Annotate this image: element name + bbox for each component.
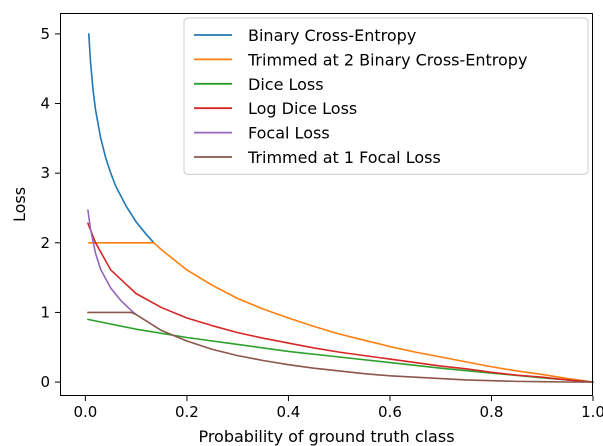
x-axis-label: Probability of ground truth class (198, 427, 454, 446)
legend-label: Trimmed at 1 Focal Loss (247, 148, 441, 167)
legend-label: Binary Cross-Entropy (248, 26, 416, 45)
y-tick-label: 5 (40, 25, 50, 43)
legend-label: Log Dice Loss (248, 99, 357, 118)
x-tick-label: 0.2 (175, 403, 199, 421)
series-line-trimmed-at-1-focal-loss (87, 311, 594, 383)
x-axis-ticks: 0.0 0.2 0.4 0.6 0.8 1.0 (73, 396, 603, 421)
legend: Binary Cross-Entropy Trimmed at 2 Binary … (183, 17, 589, 175)
y-axis-ticks: 0 1 2 3 4 5 (40, 25, 60, 391)
series-line-trimmed-at-2-binary-cross-entropy (87, 242, 594, 383)
y-tick-label: 2 (40, 234, 50, 252)
y-tick-label: 3 (40, 164, 50, 182)
y-tick-label: 4 (40, 95, 50, 113)
series-line-log-dice-loss (87, 222, 594, 383)
y-tick-label: 1 (40, 303, 50, 321)
x-tick-label: 0.6 (378, 403, 402, 421)
x-tick-label: 0.4 (276, 403, 300, 421)
x-tick-label: 0.8 (480, 403, 504, 421)
y-axis-label: Loss (10, 187, 29, 222)
series-line-focal-loss (87, 209, 137, 316)
x-tick-label: 0.0 (73, 403, 97, 421)
legend-label: Trimmed at 2 Binary Cross-Entropy (247, 50, 527, 69)
y-tick-label: 0 (40, 373, 50, 391)
legend-box (183, 17, 589, 175)
series-lines (87, 33, 594, 383)
legend-label: Dice Loss (248, 75, 324, 94)
plot-frame (60, 13, 593, 396)
legend-label: Focal Loss (248, 124, 330, 143)
x-tick-label: 1.0 (581, 403, 603, 421)
series-line-binary-cross-entropy (87, 33, 155, 244)
